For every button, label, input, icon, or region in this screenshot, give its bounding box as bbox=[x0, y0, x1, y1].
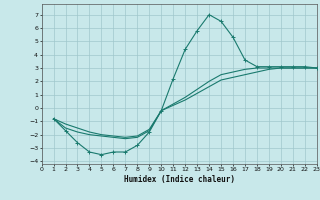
X-axis label: Humidex (Indice chaleur): Humidex (Indice chaleur) bbox=[124, 175, 235, 184]
